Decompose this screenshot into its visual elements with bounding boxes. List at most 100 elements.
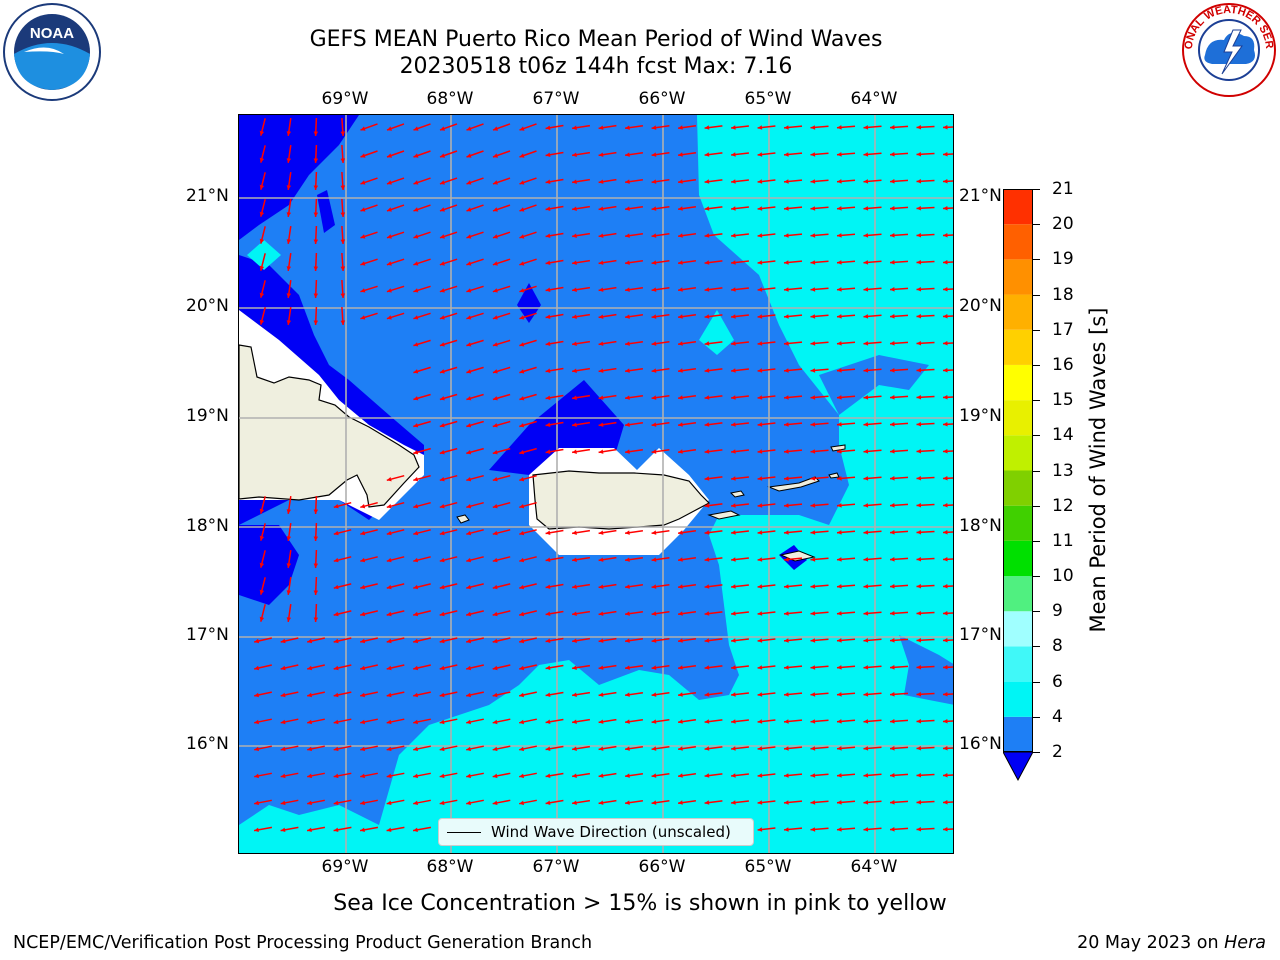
wave-period-band-below-2-dot1 [517, 283, 541, 323]
wave-direction-arrowhead [286, 617, 292, 622]
wave-direction-arrowhead [890, 179, 895, 184]
colorbar-tick-label: 17 [1052, 319, 1074, 340]
wave-direction-arrowhead [625, 746, 630, 751]
wave-direction-arrowhead [704, 503, 710, 508]
wave-direction-arrowhead [757, 422, 763, 427]
wave-direction-arrowhead [519, 369, 525, 374]
wave-direction-arrowhead [757, 557, 763, 562]
wave-direction-arrowhead [313, 185, 319, 190]
wave-direction-arrowhead [837, 260, 842, 265]
lon-label-bottom-69: 69°W [321, 857, 369, 877]
wave-direction-arrowhead [678, 773, 683, 778]
nws-logo: NATIONAL WEATHER SERVICE [1178, 0, 1276, 97]
colorbar-tick-mark [1033, 716, 1040, 718]
wave-direction-arrowhead [519, 153, 525, 158]
wave-direction-arrowhead [413, 665, 419, 671]
wave-direction-arrowhead [916, 611, 922, 616]
wave-direction-arrowhead [704, 746, 710, 751]
wave-direction-arrowhead [731, 584, 736, 589]
wave-direction-arrowhead [493, 180, 498, 185]
colorbar-tick-mark [1033, 505, 1040, 507]
wave-direction-arrowhead [651, 665, 657, 670]
wave-direction-arrowhead [784, 827, 789, 832]
wave-direction-arrowhead [313, 212, 319, 217]
wave-direction-arrowhead [492, 800, 498, 806]
wave-direction-arrowhead [943, 449, 948, 454]
colorbar-segment [1003, 364, 1033, 401]
wave-direction-arrowhead [863, 584, 869, 589]
wave-direction-arrowhead [286, 185, 292, 190]
land-st-thomas [729, 490, 745, 498]
wave-direction-arrowhead [890, 314, 895, 319]
wave-direction-arrowhead [439, 773, 445, 779]
wave-direction-arrowhead [466, 692, 471, 698]
wave-direction-arrowhead [598, 584, 604, 589]
wave-direction-arrowhead [280, 665, 286, 671]
wave-direction-arrowhead [678, 800, 683, 805]
wave-direction-arrowhead [413, 692, 418, 698]
wave-direction-arrowhead [360, 288, 366, 293]
wave-direction-arrowhead [413, 584, 419, 590]
wave-direction-arrowhead [863, 314, 869, 319]
wave-direction-arrowhead [413, 126, 419, 131]
wave-direction-arrowhead [333, 584, 339, 590]
wave-direction-arrowhead [598, 368, 604, 373]
wave-direction-arrowhead [466, 800, 471, 806]
wave-direction-arrowhead [916, 368, 922, 373]
wave-direction-arrowhead [757, 584, 763, 589]
wave-direction-arrowhead [466, 153, 472, 158]
wave-direction-arrowhead [572, 395, 577, 400]
lon-label-bottom-64: 64°W [850, 857, 898, 877]
wave-direction-arrowhead [492, 692, 498, 698]
wave-direction-arrowhead [863, 395, 869, 400]
wave-direction-arrowhead [598, 314, 604, 319]
wave-direction-arrowhead [784, 800, 789, 805]
wave-direction-arrowhead [916, 719, 922, 724]
wave-direction-arrowhead [943, 773, 948, 778]
colorbar-segment [1003, 576, 1033, 612]
wave-direction-arrowhead [678, 611, 683, 616]
wave-direction-arrowhead [387, 180, 392, 185]
wave-direction-arrowhead [466, 288, 472, 293]
wave-direction-arrowhead [837, 530, 842, 535]
wave-direction-arrowhead [916, 746, 922, 751]
wave-direction-arrowhead [360, 315, 366, 320]
wave-direction-arrowhead [704, 584, 710, 589]
wave-direction-arrowhead [598, 773, 604, 778]
wave-direction-arrowhead [625, 719, 630, 724]
wave-direction-arrowhead [519, 746, 524, 752]
wave-direction-arrowhead [651, 260, 657, 265]
wave-direction-arrowhead [837, 368, 842, 373]
wave-direction-arrowhead [757, 314, 763, 319]
colorbar-segment [1003, 716, 1033, 752]
wave-direction-arrowhead [413, 234, 419, 239]
wave-direction-arrowhead [259, 184, 265, 190]
wave-direction-arrowhead [731, 692, 736, 697]
wave-direction-arrowhead [810, 341, 816, 346]
wave-direction-arrowhead [625, 530, 630, 535]
colorbar-segment [1003, 681, 1033, 717]
colorbar [1003, 189, 1033, 752]
colorbar-tick-label: 12 [1052, 495, 1074, 516]
wave-direction-arrowhead [386, 800, 392, 806]
wave-direction-arrowhead [784, 287, 789, 292]
wave-direction-arrowhead [413, 180, 419, 185]
noaa-logo: NOAA [3, 3, 101, 101]
wave-direction-arrowhead [386, 746, 392, 752]
wave-direction-arrowhead [519, 234, 525, 239]
wave-direction-arrowhead [943, 827, 948, 832]
wave-direction-arrowhead [731, 719, 736, 724]
wave-direction-arrowhead [757, 260, 763, 265]
wave-direction-arrowhead [413, 746, 418, 752]
wave-direction-arrowhead [784, 206, 789, 211]
wave-direction-arrowhead [943, 665, 948, 670]
wave-direction-arrowhead [340, 185, 346, 190]
wave-direction-arrowhead [386, 611, 392, 617]
wave-direction-arrowhead [545, 746, 551, 751]
wave-direction-arrowhead [466, 773, 471, 779]
wave-direction-arrowhead [572, 746, 577, 751]
wave-direction-arrowhead [545, 773, 551, 778]
wave-direction-arrowhead [731, 746, 736, 751]
wave-direction-arrowhead [810, 584, 816, 589]
wave-direction-arrowhead [625, 773, 630, 778]
